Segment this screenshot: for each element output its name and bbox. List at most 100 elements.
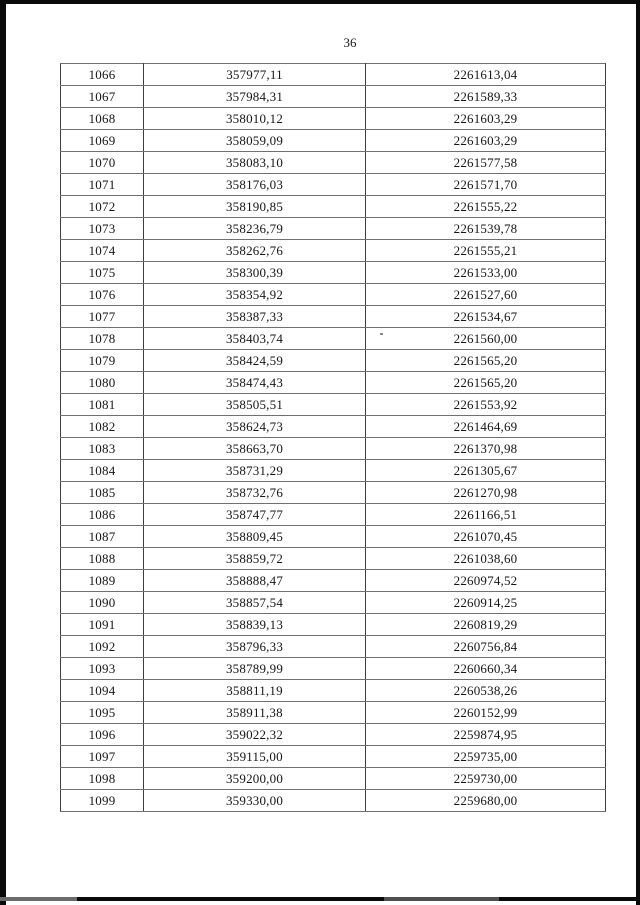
table-row: 1082 358624,73 2261464,69	[60, 415, 606, 438]
cell-value-2: 2261166,51	[365, 503, 606, 526]
cell-value-2: 2261589,33	[365, 85, 606, 108]
table-row: 1095 358911,38 2260152,99	[60, 701, 606, 724]
table-row: 1074 358262,76 2261555,21	[60, 239, 606, 262]
cell-value-1: 358857,54	[143, 591, 366, 614]
cell-value-1: 358474,43	[143, 371, 366, 394]
cell-value-1: 358190,85	[143, 195, 366, 218]
cell-point-number: 1066	[60, 63, 144, 86]
cell-point-number: 1098	[60, 767, 144, 790]
cell-value-1: 358300,39	[143, 261, 366, 284]
cell-value-1: 359022,32	[143, 723, 366, 746]
cell-point-number: 1069	[60, 129, 144, 152]
table-row: 1085 358732,76 2261270,98	[60, 481, 606, 504]
cell-value-2: 2261555,21	[365, 239, 606, 262]
table-row: 1086 358747,77 2261166,51	[60, 503, 606, 526]
cell-value-2: 2259730,00	[365, 767, 606, 790]
cell-value-1: 358354,92	[143, 283, 366, 306]
table-row: 1083 358663,70 2261370,98	[60, 437, 606, 460]
cell-point-number: 1081	[60, 393, 144, 416]
cell-point-number: 1086	[60, 503, 144, 526]
cell-value-2: 2261565,20	[365, 349, 606, 372]
cell-point-number: 1093	[60, 657, 144, 680]
cell-value-2: 2261560,00	[365, 327, 606, 350]
cell-value-2: 2260660,34	[365, 657, 606, 680]
table-row: 1067 357984,31 2261589,33	[60, 85, 606, 108]
cell-value-1: 359115,00	[143, 745, 366, 768]
cell-value-2: 2261533,00	[365, 261, 606, 284]
cell-value-1: 359200,00	[143, 767, 366, 790]
cell-value-1: 358811,19	[143, 679, 366, 702]
table-row: 1094 358811,19 2260538,26	[60, 679, 606, 702]
table-row: 1088 358859,72 2261038,60	[60, 547, 606, 570]
cell-point-number: 1085	[60, 481, 144, 504]
cell-point-number: 1074	[60, 239, 144, 262]
cell-value-1: 358010,12	[143, 107, 366, 130]
cell-point-number: 1082	[60, 415, 144, 438]
cell-point-number: 1083	[60, 437, 144, 460]
cell-value-1: 358796,33	[143, 635, 366, 658]
cell-point-number: 1075	[60, 261, 144, 284]
cell-point-number: 1080	[60, 371, 144, 394]
cell-value-1: 358839,13	[143, 613, 366, 636]
table-row: 1071 358176,03 2261571,70	[60, 173, 606, 196]
cell-value-2: 2259680,00	[365, 789, 606, 812]
table-row: 1089 358888,47 2260974,52	[60, 569, 606, 592]
cell-value-1: 358176,03	[143, 173, 366, 196]
table-row: 1096 359022,32 2259874,95	[60, 723, 606, 746]
table-row: 1091 358839,13 2260819,29	[60, 613, 606, 636]
scan-edge-left	[0, 0, 6, 905]
cell-value-2: 2261603,29	[365, 129, 606, 152]
table-row: 1072 358190,85 2261555,22	[60, 195, 606, 218]
coordinates-table: 1066 357977,11 2261613,04 1067 357984,31 2261…	[60, 63, 606, 812]
cell-value-2: 2261070,45	[365, 525, 606, 548]
cell-value-2: 2261603,29	[365, 107, 606, 130]
table-row: 1073 358236,79 2261539,78	[60, 217, 606, 240]
table-row: 1097 359115,00 2259735,00	[60, 745, 606, 768]
cell-value-1: 358059,09	[143, 129, 366, 152]
cell-value-1: 358809,45	[143, 525, 366, 548]
cell-value-2: 2261464,69	[365, 415, 606, 438]
cell-value-2: 2260538,26	[365, 679, 606, 702]
table-row: 1066 357977,11 2261613,04	[60, 63, 606, 86]
cell-value-1: 359330,00	[143, 789, 366, 812]
table-row: 1069 358059,09 2261603,29	[60, 129, 606, 152]
cell-value-2: 2260819,29	[365, 613, 606, 636]
cell-value-1: 358859,72	[143, 547, 366, 570]
cell-value-2: 2261555,22	[365, 195, 606, 218]
cell-point-number: 1089	[60, 569, 144, 592]
cell-point-number: 1097	[60, 745, 144, 768]
cell-value-2: 2260974,52	[365, 569, 606, 592]
table-row: 1076 358354,92 2261527,60	[60, 283, 606, 306]
table-row: 1079 358424,59 2261565,20	[60, 349, 606, 372]
cell-value-1: 358663,70	[143, 437, 366, 460]
cell-value-2: 2261577,58	[365, 151, 606, 174]
table-row: 1068 358010,12 2261603,29	[60, 107, 606, 130]
cell-point-number: 1071	[60, 173, 144, 196]
cell-value-2: 2261270,98	[365, 481, 606, 504]
cell-point-number: 1091	[60, 613, 144, 636]
cell-value-2: 2261571,70	[365, 173, 606, 196]
cell-value-1: 358911,38	[143, 701, 366, 724]
cell-value-1: 358789,99	[143, 657, 366, 680]
cell-value-2: 2261038,60	[365, 547, 606, 570]
cell-value-2: 2261565,20	[365, 371, 606, 394]
cell-value-2: 2259735,00	[365, 745, 606, 768]
page-number: 36	[343, 35, 357, 50]
cell-value-2: 2260756,84	[365, 635, 606, 658]
cell-value-1: 357977,11	[143, 63, 366, 86]
cell-value-2: 2261370,98	[365, 437, 606, 460]
scan-edge-bottom	[0, 897, 640, 901]
cell-point-number: 1088	[60, 547, 144, 570]
cell-value-1: 358624,73	[143, 415, 366, 438]
cell-value-1: 358747,77	[143, 503, 366, 526]
table-row: 1099 359330,00 2259680,00	[60, 789, 606, 812]
table-row: 1070 358083,10 2261577,58	[60, 151, 606, 174]
cell-point-number: 1092	[60, 635, 144, 658]
cell-point-number: 1067	[60, 85, 144, 108]
cell-point-number: 1072	[60, 195, 144, 218]
cell-value-1: 358387,33	[143, 305, 366, 328]
table-row: 1093 358789,99 2260660,34	[60, 657, 606, 680]
cell-value-2: 2260152,99	[365, 701, 606, 724]
cell-value-1: 358505,51	[143, 393, 366, 416]
cell-point-number: 1084	[60, 459, 144, 482]
